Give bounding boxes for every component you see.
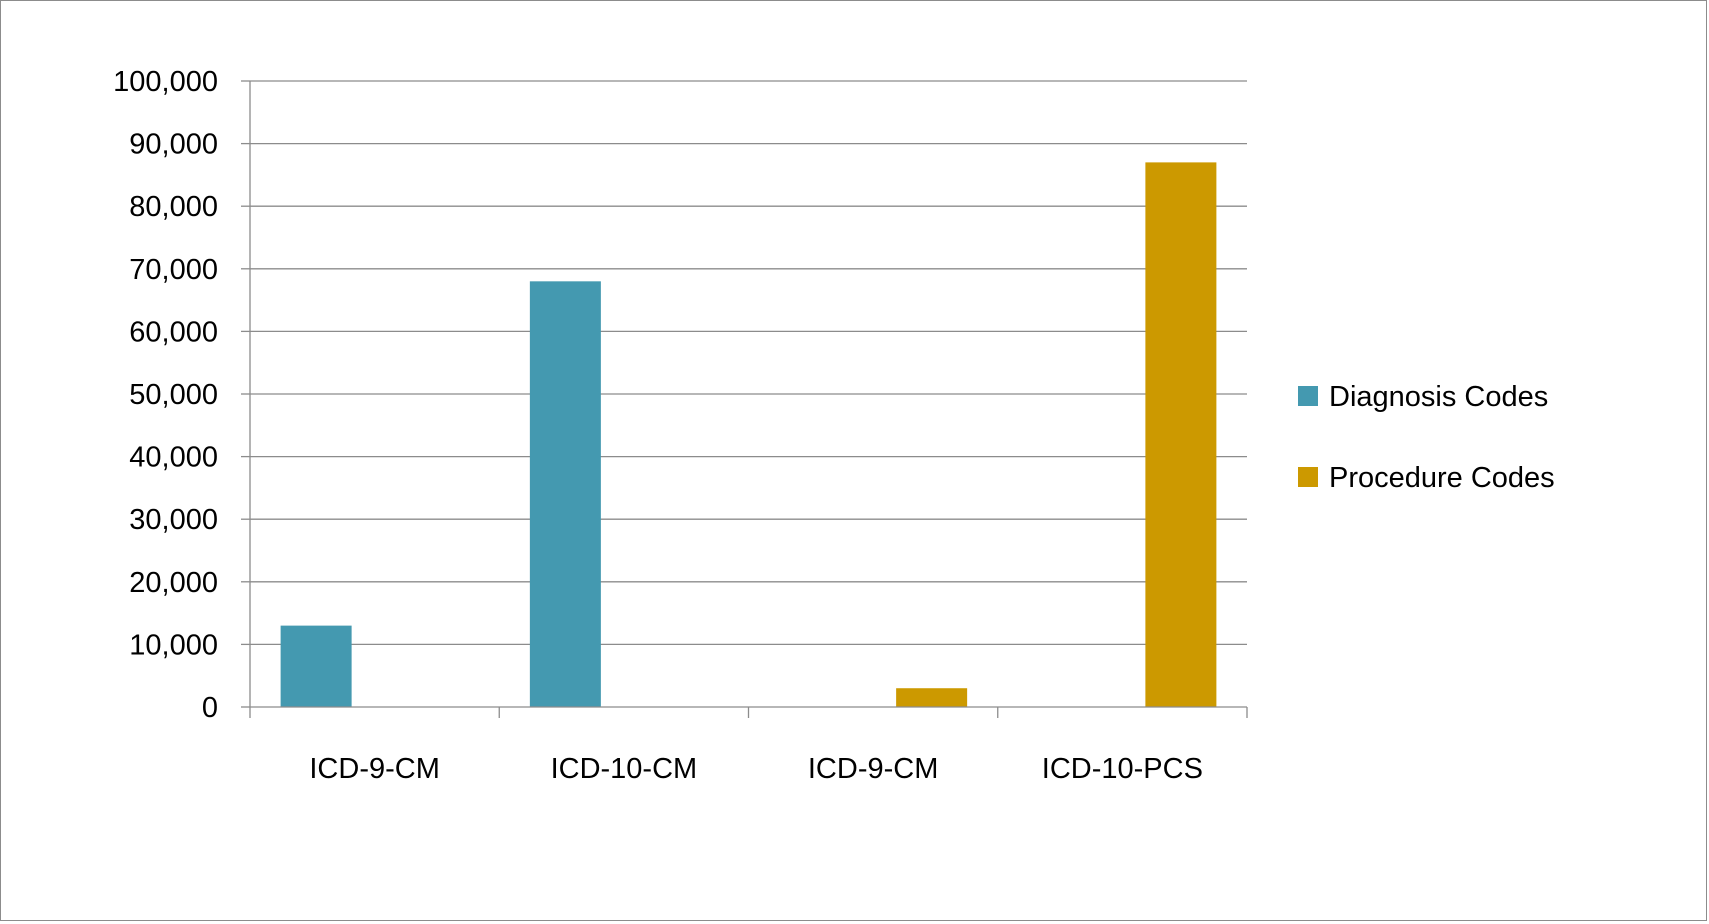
x-category-label: ICD-10-PCS [1042,753,1203,785]
legend-swatch [1298,467,1318,487]
bar [896,688,968,707]
y-tick-label: 20,000 [129,567,218,599]
y-tick-label: 30,000 [129,504,218,536]
y-tick-label: 10,000 [129,629,218,661]
x-category-label: ICD-10-CM [551,753,698,785]
y-tick-label: 70,000 [129,254,218,286]
y-tick-label: 90,000 [129,129,218,161]
x-category-label: ICD-9-CM [309,753,440,785]
legend-item: Diagnosis Codes [1298,381,1548,413]
y-tick-label: 50,000 [129,379,218,411]
axes [241,80,1248,718]
y-tick-label: 0 [202,692,218,724]
bar [529,281,601,707]
y-tick-label: 60,000 [129,316,218,348]
legend-label: Diagnosis Codes [1329,381,1548,413]
legend: Diagnosis Codes Procedure Codes [1298,381,1555,494]
bar [280,625,352,707]
y-tick-label: 40,000 [129,442,218,474]
legend-label: Procedure Codes [1329,462,1555,494]
bars [280,162,1217,707]
y-axis-tick-labels: 0 10,000 20,000 30,000 40,000 50,000 60,000 70,… [113,66,218,724]
x-axis-category-labels: ICD-9-CM ICD-10-CM ICD-9-CM ICD-10-PCS [309,753,1203,785]
legend-swatch [1298,386,1318,406]
bar [1145,162,1217,707]
y-tick-label: 80,000 [129,191,218,223]
legend-item: Procedure Codes [1298,462,1555,494]
x-category-label: ICD-9-CM [808,753,939,785]
y-tick-label: 100,000 [113,66,218,98]
gridlines [250,80,1247,646]
